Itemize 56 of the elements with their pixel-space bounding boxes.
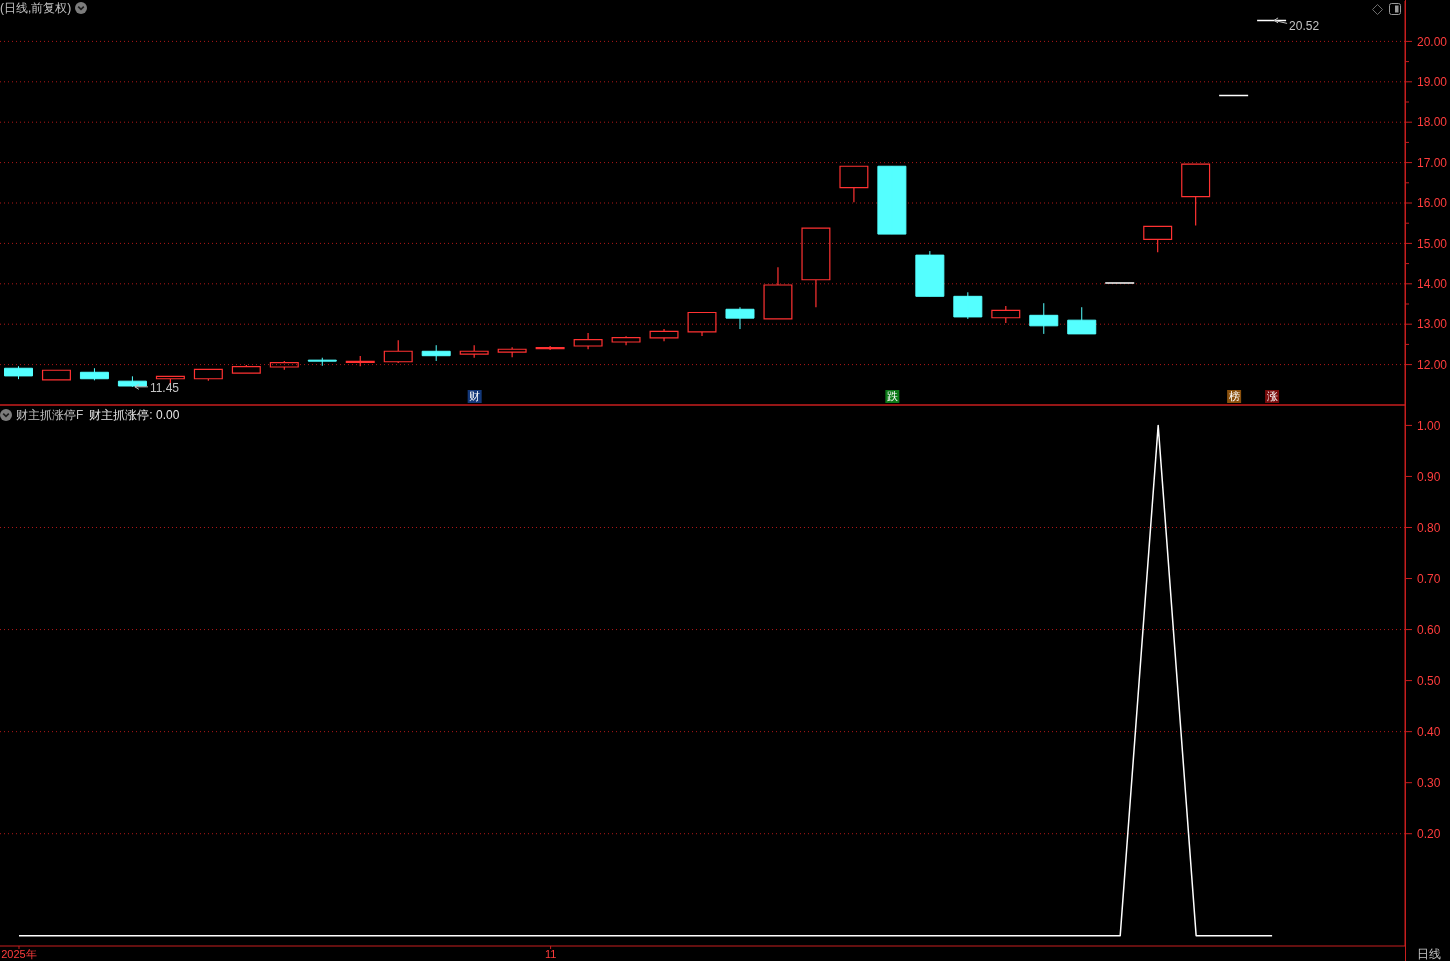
y-tick-label: 0.60 [1417, 622, 1441, 637]
x-tick-label: 11 [544, 948, 557, 960]
y-tick-label: 17.00 [1417, 155, 1448, 170]
candlestick [41, 369, 71, 381]
candlestick [79, 367, 109, 381]
y-tick-label: 20.00 [1417, 34, 1448, 49]
candlestick [1067, 306, 1097, 335]
y-tick-label: 14.00 [1417, 277, 1448, 291]
y-tick-label: 0.70 [1417, 571, 1441, 586]
chart-title: 财主抓涨停F [16, 408, 84, 422]
chart-title: (日线,前复权) [0, 1, 72, 15]
y-tick-label: 18.00 [1417, 115, 1448, 130]
candlestick [877, 165, 907, 235]
y-tick-label: 0.80 [1417, 520, 1441, 535]
candlestick [459, 344, 489, 359]
candlestick [4, 365, 33, 380]
candlestick [953, 291, 983, 320]
candlestick [649, 328, 679, 342]
candlestick [307, 357, 337, 367]
y-tick-label: 15.00 [1417, 236, 1448, 251]
candlestick [383, 339, 413, 364]
candlestick [915, 250, 945, 297]
y-tick-label: 13.00 [1417, 317, 1448, 332]
candlestick [839, 165, 869, 203]
candlestick [1143, 225, 1173, 253]
y-tick-label: 0.30 [1417, 775, 1441, 790]
x-tick-label: 2025年 [1, 948, 37, 960]
y-tick-label: 0.40 [1417, 724, 1441, 739]
y-tick-label: 0.90 [1417, 469, 1441, 484]
y-tick-label: 19.00 [1417, 75, 1448, 89]
candlestick [193, 368, 223, 382]
annotation: 11.45 [149, 381, 180, 396]
y-tick-label: 0.50 [1417, 673, 1441, 688]
candlestick [687, 311, 717, 337]
y-tick-label: 16.00 [1417, 196, 1448, 211]
candlestick [801, 227, 831, 308]
y-tick-label: 0.20 [1417, 826, 1441, 841]
candlestick [1218, 94, 1249, 97]
candlestick [421, 344, 451, 362]
annotation: 20.52 [1289, 18, 1320, 33]
candlestick [991, 305, 1021, 324]
candlestick [725, 306, 755, 330]
candlestick [535, 345, 565, 351]
candlestick [497, 346, 527, 358]
candlestick [155, 375, 185, 385]
candlestick [117, 375, 147, 388]
candlestick [231, 364, 261, 374]
candlestick [1029, 302, 1059, 335]
candlestick [1181, 163, 1211, 227]
candlestick [763, 266, 793, 320]
y-tick-label: 1.00 [1417, 418, 1441, 433]
text: 日线 [1417, 947, 1441, 961]
annotation: 财主抓涨停: 0.00 [89, 408, 180, 422]
y-tick-label: 12.00 [1417, 357, 1448, 372]
candlestick [1256, 19, 1287, 22]
candlestick [345, 355, 375, 367]
